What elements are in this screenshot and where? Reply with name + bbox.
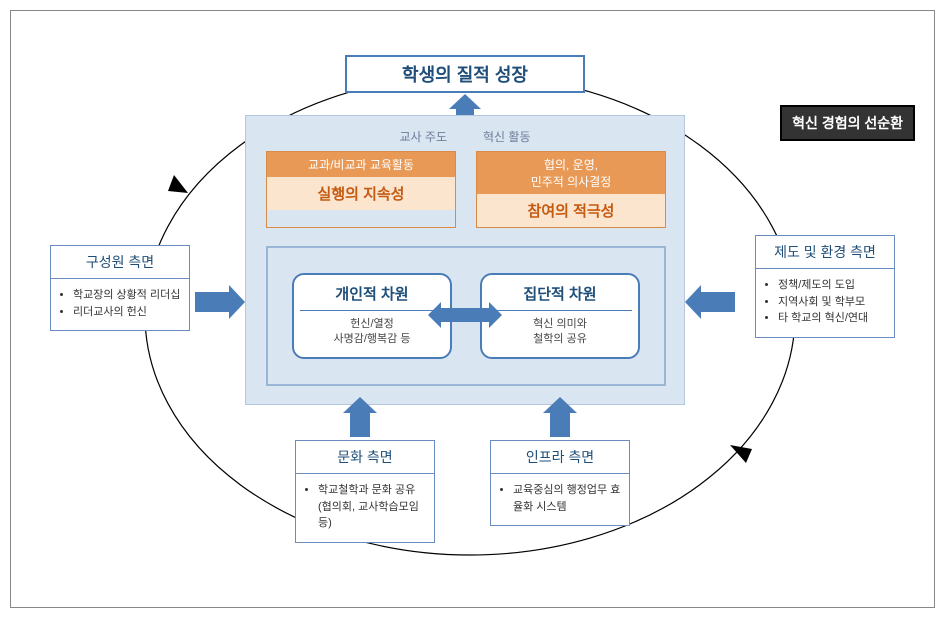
side-item: 지역사회 및 학부모 xyxy=(778,294,888,311)
side-item: 정책/제도의 도입 xyxy=(778,277,888,294)
orange-card-1: 교과/비교과 교육활동 실행의 지속성 xyxy=(266,151,456,228)
cycle-label: 혁신 경험의 선순환 xyxy=(780,105,915,141)
side-title-b1: 문화 측면 xyxy=(296,441,434,474)
side-item: 학교철학과 문화 공유(협의회, 교사학습모임 등) xyxy=(318,482,428,532)
side-box-system: 제도 및 환경 측면 정책/제도의 도입 지역사회 및 학부모 타 학교의 혁신… xyxy=(755,235,895,338)
arrow-bottom2-up xyxy=(550,412,570,437)
top-outcome-box: 학생의 질적 성장 xyxy=(345,55,585,93)
side-item: 교육중심의 행정업무 효율화 시스템 xyxy=(513,482,623,515)
orange-card-2: 협의, 운영, 민주적 의사결정 참여의 적극성 xyxy=(476,151,666,228)
arrow-right-in xyxy=(700,292,735,312)
zone-label-left: 교사 주도 xyxy=(246,128,465,145)
arrow-left-in xyxy=(195,292,230,312)
side-box-infra: 인프라 측면 교육중심의 행정업무 효율화 시스템 xyxy=(490,440,630,526)
dim-sub-2: 혁신 의미와 철학의 공유 xyxy=(488,317,632,348)
orange-head-1: 교과/비교과 교육활동 xyxy=(267,152,455,177)
zone-label-right: 혁신 활동 xyxy=(465,128,684,145)
dim-card-group: 집단적 차원 혁신 의미와 철학의 공유 xyxy=(480,273,640,360)
side-list-b2: 교육중심의 행정업무 효율화 시스템 xyxy=(491,474,629,525)
zone-labels: 교사 주도 혁신 활동 xyxy=(246,128,684,145)
orange-body-1: 실행의 지속성 xyxy=(267,177,455,210)
dim-sub-1: 헌신/열정 사명감/행복감 등 xyxy=(300,317,444,348)
side-title-right: 제도 및 환경 측면 xyxy=(756,236,894,269)
orange-row: 교과/비교과 교육활동 실행의 지속성 협의, 운영, 민주적 의사결정 참여의… xyxy=(266,151,666,228)
side-title-left: 구성원 측면 xyxy=(51,246,189,279)
side-list-right: 정책/제도의 도입 지역사회 및 학부모 타 학교의 혁신/연대 xyxy=(756,269,894,337)
side-item: 학교장의 상황적 리더십 xyxy=(73,287,183,304)
activity-zone: 교사 주도 혁신 활동 교과/비교과 교육활동 실행의 지속성 협의, 운영, … xyxy=(245,115,685,405)
dim-title-1: 개인적 차원 xyxy=(300,283,444,311)
orange-body-2: 참여의 적극성 xyxy=(477,194,665,227)
top-outcome-text: 학생의 질적 성장 xyxy=(402,61,528,87)
side-list-left: 학교장의 상황적 리더십 리더교사의 헌신 xyxy=(51,279,189,330)
side-item: 리더교사의 헌신 xyxy=(73,304,183,321)
center-horizontal-arrow xyxy=(440,308,490,322)
side-list-b1: 학교철학과 문화 공유(협의회, 교사학습모임 등) xyxy=(296,474,434,542)
side-box-culture: 문화 측면 학교철학과 문화 공유(협의회, 교사학습모임 등) xyxy=(295,440,435,543)
side-box-members: 구성원 측면 학교장의 상황적 리더십 리더교사의 헌신 xyxy=(50,245,190,331)
arrow-bottom1-up xyxy=(350,412,370,437)
side-item: 타 학교의 혁신/연대 xyxy=(778,310,888,327)
orange-head-2: 협의, 운영, 민주적 의사결정 xyxy=(477,152,665,194)
dim-title-2: 집단적 차원 xyxy=(488,283,632,311)
side-title-b2: 인프라 측면 xyxy=(491,441,629,474)
